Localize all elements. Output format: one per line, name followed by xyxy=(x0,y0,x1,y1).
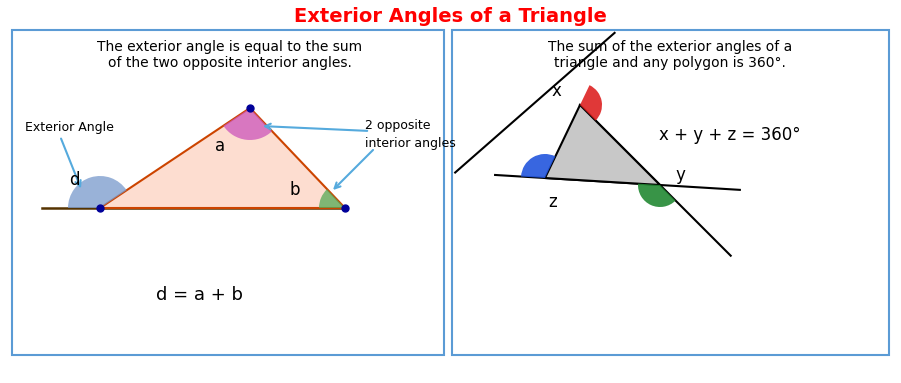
Text: d: d xyxy=(68,171,79,189)
Text: The exterior angle is equal to the sum: The exterior angle is equal to the sum xyxy=(97,40,362,54)
Text: of the two opposite interior angles.: of the two opposite interior angles. xyxy=(108,56,352,70)
Text: x: x xyxy=(551,82,561,100)
Text: 2 opposite
interior angles: 2 opposite interior angles xyxy=(365,119,456,151)
Text: triangle and any polygon is 360°.: triangle and any polygon is 360°. xyxy=(554,56,786,70)
Wedge shape xyxy=(68,176,127,208)
FancyBboxPatch shape xyxy=(452,30,889,355)
FancyBboxPatch shape xyxy=(12,30,444,355)
Text: Exterior Angle: Exterior Angle xyxy=(25,121,114,134)
Text: b: b xyxy=(290,181,300,199)
Wedge shape xyxy=(223,108,272,140)
Wedge shape xyxy=(521,154,555,178)
Polygon shape xyxy=(100,108,345,208)
Polygon shape xyxy=(545,105,660,185)
Wedge shape xyxy=(319,189,345,208)
Wedge shape xyxy=(638,184,676,207)
Text: d = a + b: d = a + b xyxy=(157,286,243,304)
Wedge shape xyxy=(580,85,602,121)
Text: z: z xyxy=(549,193,558,211)
Text: y: y xyxy=(675,166,685,184)
Text: a: a xyxy=(215,137,225,155)
Text: Exterior Angles of a Triangle: Exterior Angles of a Triangle xyxy=(294,8,606,26)
Text: The sum of the exterior angles of a: The sum of the exterior angles of a xyxy=(548,40,792,54)
Text: x + y + z = 360°: x + y + z = 360° xyxy=(660,126,801,144)
